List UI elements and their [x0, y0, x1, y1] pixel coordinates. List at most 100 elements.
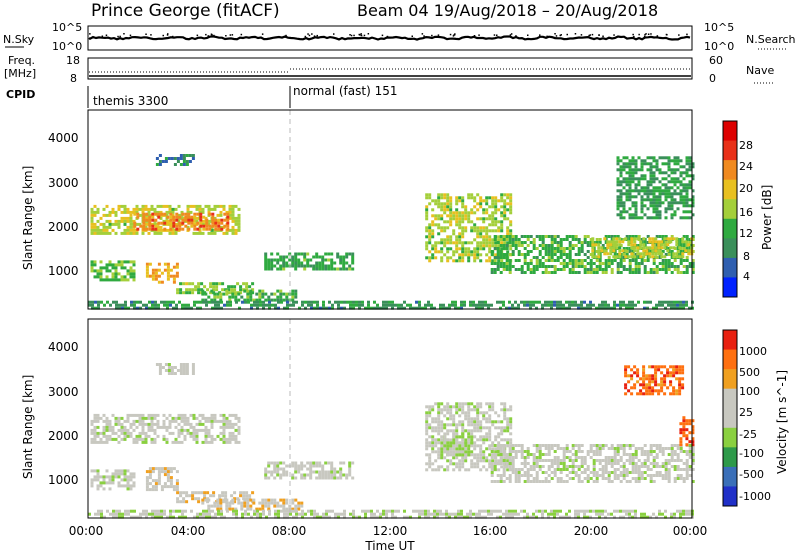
- station-title: Prince George (fitACF): [91, 1, 280, 21]
- power-echo-region-10: [616, 156, 695, 220]
- noise-dot: [150, 34, 152, 36]
- velocity-cb-tick-500: 500: [739, 366, 760, 379]
- noise-panel-frame: [87, 25, 693, 51]
- noise-dot: [333, 33, 335, 35]
- power-ytick-3000: 3000: [48, 176, 79, 190]
- noise-dot: [308, 34, 311, 37]
- noise-dot: [643, 35, 646, 38]
- noise-dot: [304, 35, 307, 38]
- noise-dot: [231, 34, 234, 36]
- xtick-2: 08:00: [272, 524, 307, 538]
- noise-dot: [145, 33, 147, 35]
- velocity-ytick-1000: 1000: [48, 473, 79, 487]
- velocity-panel-frame: [87, 318, 693, 519]
- noise-panel: N.Sky 10^5 10^0 10^5 10^0 N.Search: [3, 21, 796, 53]
- velocity-cb-tick-neg500: -500: [739, 468, 764, 481]
- noise-dot: [527, 34, 529, 36]
- noise-dot: [591, 33, 594, 36]
- power-ytick-2000: 2000: [48, 220, 79, 234]
- velocity-ylabel: Slant Range [km]: [21, 375, 35, 479]
- velocity-colorbar-label: Velocity [m s^-1]: [775, 370, 789, 474]
- power-cb-tick-16: 16: [739, 206, 753, 219]
- noise-left-tick-bottom: 10^0: [52, 40, 82, 53]
- noise-dot: [473, 35, 476, 37]
- noise-dot: [367, 33, 370, 35]
- colorbar-swatch: [723, 408, 737, 429]
- noise-dot: [205, 33, 207, 36]
- velocity-y-ticks: 1000 2000 3000 4000: [48, 340, 79, 487]
- noise-dot: [437, 34, 440, 36]
- colorbar-frame: [722, 329, 738, 507]
- noise-dot: [229, 34, 232, 36]
- colorbar-swatch: [723, 277, 737, 298]
- xtick-1: 04:00: [171, 524, 206, 538]
- nave-tick-top: 60: [709, 54, 723, 67]
- power-panel: 1000 2000 3000 4000 Slant Range [km]: [21, 109, 695, 310]
- noise-dot: [566, 33, 568, 36]
- xtick-3: 12:00: [373, 524, 408, 538]
- noise-dot: [358, 33, 360, 36]
- noise-right-tick-top: 10^5: [704, 21, 734, 34]
- noise-dot: [678, 34, 680, 36]
- noise-dot: [645, 33, 647, 35]
- colorbar-swatch: [723, 121, 737, 142]
- colorbar-swatch: [723, 388, 737, 409]
- noise-dot: [386, 35, 389, 38]
- velocity-echo-region-9: [624, 365, 685, 396]
- velocity-cb-tick-1000: 1000: [739, 345, 767, 358]
- noise-dot: [167, 33, 169, 35]
- power-echo-region-2: [90, 260, 136, 282]
- noise-dot: [240, 33, 243, 36]
- noise-dot: [363, 34, 366, 37]
- noise-dot: [574, 33, 577, 35]
- noise-dot: [493, 34, 496, 36]
- velocity-cb-tick-25: 25: [739, 406, 753, 419]
- noise-dot: [588, 34, 590, 37]
- beam-date-title: Beam 04 19/Aug/2018 – 20/Aug/2018: [357, 1, 658, 20]
- colorbar-swatch: [723, 349, 737, 370]
- noise-dot: [307, 33, 309, 35]
- noise-dot: [686, 33, 688, 36]
- noise-dot: [510, 33, 513, 35]
- noise-dot: [196, 34, 199, 37]
- power-echo-region-3: [145, 262, 179, 284]
- noise-dot: [449, 33, 452, 36]
- noise-dot: [129, 34, 132, 37]
- noise-dot: [647, 33, 650, 35]
- velocity-panel: 1000 2000 3000 4000 Slant Range [km]: [21, 318, 695, 519]
- colorbar-swatch: [723, 447, 737, 468]
- velocity-echo-region-11: [155, 363, 195, 375]
- power-panel-frame: [87, 109, 693, 310]
- velocity-ytick-2000: 2000: [48, 429, 79, 443]
- freq-label-2: [MHz]: [4, 67, 36, 80]
- colorbar-swatch: [723, 199, 737, 220]
- velocity-echo-region-4: [201, 498, 304, 511]
- velocity-echo-region-7: [440, 432, 474, 457]
- noise-dot: [431, 34, 433, 37]
- nave-tick-bottom: 0: [709, 72, 716, 85]
- colorbar-swatch: [723, 238, 737, 259]
- noise-dot: [632, 33, 634, 36]
- velocity-colorbar: [722, 329, 738, 507]
- cpid-segment-1: themis 3300: [93, 94, 168, 108]
- noise-dot: [411, 35, 413, 37]
- noise-dot: [633, 35, 635, 38]
- noise-dot: [539, 34, 541, 36]
- noise-dot: [101, 35, 104, 37]
- noise-dot: [316, 34, 318, 37]
- noise-dot: [555, 35, 558, 37]
- power-ytick-4000: 4000: [48, 131, 79, 145]
- x-axis: 00:00 04:00 08:00 12:00 16:00 20:00 00:0…: [69, 524, 708, 553]
- noise-dot: [580, 34, 583, 36]
- noise-dot: [360, 34, 363, 37]
- cpid-row: CPID themis 3300 normal (fast) 151: [6, 84, 397, 108]
- noise-trace: [88, 33, 691, 41]
- power-ylabel: Slant Range [km]: [21, 166, 35, 270]
- noise-line: [88, 35, 691, 41]
- power-echo-region-6: [264, 252, 355, 271]
- power-cb-tick-28: 28: [739, 139, 753, 152]
- noise-left-tick-top: 10^5: [52, 21, 82, 34]
- noise-dot: [311, 33, 313, 35]
- freq-panel: Freq. [MHz] 18 8 60 0 Nave: [4, 54, 775, 85]
- noise-dot: [638, 33, 640, 36]
